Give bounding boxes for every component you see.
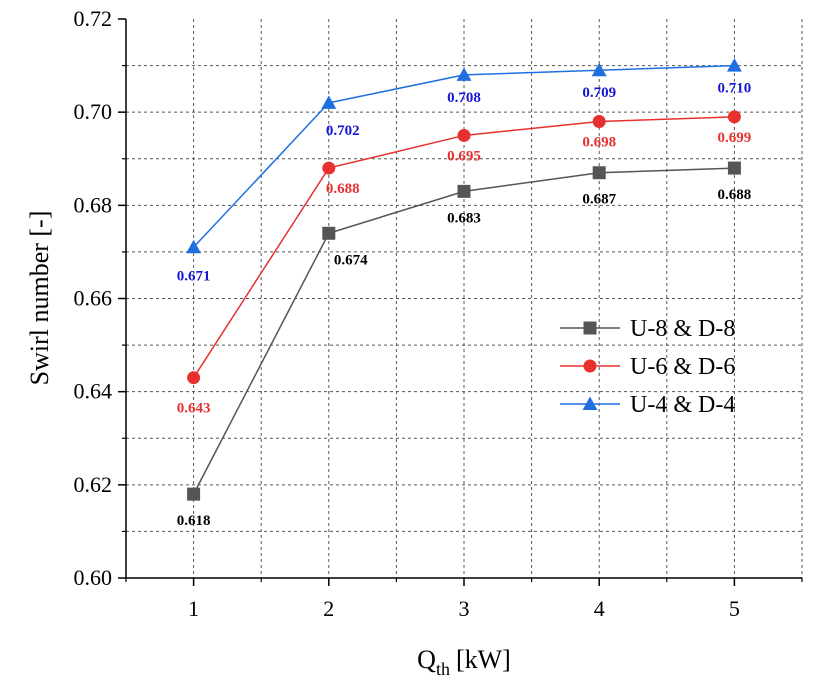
- data-label: 0.674: [334, 252, 368, 268]
- legend-entry: U-4 & D-4: [560, 392, 735, 418]
- data-label: 0.695: [447, 148, 481, 164]
- data-label: 0.688: [326, 181, 360, 197]
- data-label: 0.687: [582, 192, 616, 208]
- series-triangle: [186, 58, 742, 254]
- data-point-marker: [322, 226, 336, 240]
- data-label: 0.699: [718, 130, 752, 146]
- data-label: 0.702: [326, 123, 360, 139]
- legend-marker: [583, 359, 597, 373]
- x-tick-label: 1: [188, 596, 199, 621]
- data-label: 0.671: [177, 268, 211, 284]
- data-label: 0.643: [177, 401, 211, 417]
- y-tick-label: 0.70: [74, 99, 113, 124]
- data-point-marker: [322, 161, 336, 175]
- x-tick-label: 5: [729, 596, 740, 621]
- data-point-marker: [186, 239, 202, 254]
- axes: 0.60 0.62 0.64 0.66 0.68 0.70 0.72 1 2 3 4 5: [74, 6, 803, 621]
- series-circle: [187, 110, 741, 385]
- x-axis-title-subscript: th: [436, 659, 450, 679]
- y-tick-label: 0.66: [74, 286, 113, 311]
- data-point-marker: [457, 184, 471, 198]
- y-tick-label: 0.64: [74, 379, 113, 404]
- data-point-marker: [187, 371, 201, 385]
- series-layer: [186, 58, 742, 501]
- series-square: [187, 161, 741, 501]
- y-axis-title: Swirl number [-]: [25, 211, 54, 386]
- axis-titles: Swirl number [-] Qth [kW]: [25, 211, 511, 679]
- data-point-marker: [457, 128, 471, 142]
- legend-marker: [583, 321, 597, 335]
- data-label: 0.710: [718, 81, 752, 97]
- y-tick-label: 0.60: [74, 565, 113, 590]
- data-label: 0.708: [447, 90, 481, 106]
- grid: [126, 19, 803, 578]
- data-point-marker: [456, 67, 472, 81]
- data-label: 0.618: [177, 513, 211, 529]
- x-tick-label: 4: [594, 596, 605, 621]
- legend-label: U-6 & D-6: [630, 354, 735, 380]
- y-tick-label: 0.68: [74, 192, 113, 217]
- legend-marker: [582, 396, 598, 410]
- data-point-marker: [727, 161, 741, 175]
- data-label: 0.709: [582, 85, 616, 101]
- x-axis-title-main: Q: [417, 645, 436, 674]
- legend-entry: U-6 & D-6: [560, 354, 735, 380]
- data-point-marker: [726, 58, 742, 72]
- data-point-marker: [727, 110, 741, 124]
- data-point-marker: [592, 166, 606, 180]
- x-tick-label: 2: [323, 596, 334, 621]
- legend-label: U-4 & D-4: [630, 392, 735, 418]
- legend-entry: U-8 & D-8: [560, 316, 735, 342]
- legend-label: U-8 & D-8: [630, 316, 735, 342]
- x-tick-label: 3: [459, 596, 470, 621]
- y-tick-label: 0.62: [74, 472, 113, 497]
- data-labels: 0.618 0.674 0.683 0.687 0.688 0.643 0.688 0.695…: [177, 81, 752, 530]
- legend: U-8 & D-8 U-6 & D-6 U-4 & D-4: [560, 316, 735, 418]
- data-label: 0.698: [582, 134, 616, 150]
- data-label: 0.688: [718, 187, 752, 203]
- data-point-marker: [592, 114, 606, 128]
- data-point-marker: [591, 62, 607, 77]
- x-axis-title-unit: [kW]: [456, 645, 511, 674]
- x-axis-title: Qth [kW]: [417, 645, 511, 679]
- data-label: 0.683: [447, 210, 481, 226]
- data-point-marker: [321, 95, 337, 109]
- y-tick-label: 0.72: [74, 6, 113, 31]
- data-point-marker: [187, 487, 201, 501]
